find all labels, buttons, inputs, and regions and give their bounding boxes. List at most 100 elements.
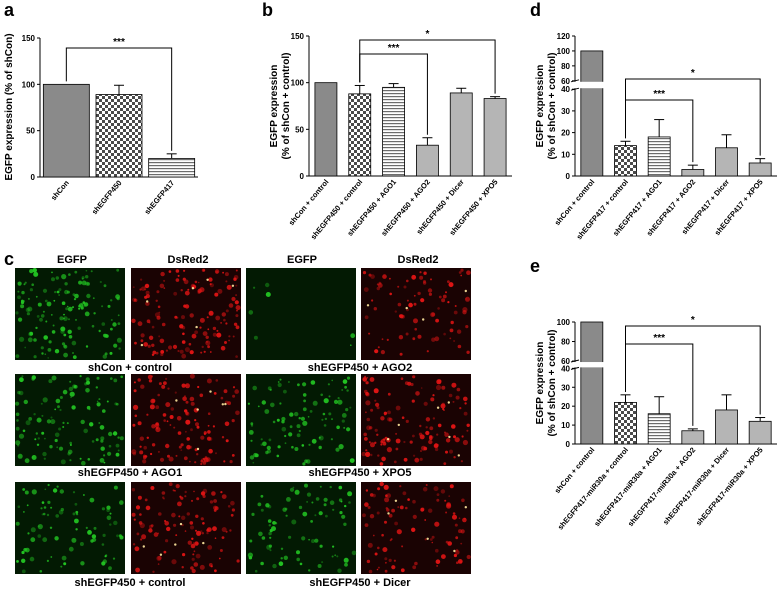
cell-spot (308, 443, 311, 446)
cell-spot (132, 543, 136, 546)
cell-spot (79, 542, 84, 546)
cell-spot (221, 527, 227, 533)
cell-spot (341, 389, 344, 391)
cell-spot (364, 315, 369, 320)
cell-spot (61, 274, 67, 280)
cell-spot (448, 495, 451, 497)
cell-spot (220, 396, 224, 400)
cell-spot (424, 519, 427, 521)
y-tick-label-a: 100 (22, 80, 36, 89)
cell-spot (463, 517, 466, 520)
cell-spot (405, 419, 409, 423)
cell-spot (51, 271, 53, 274)
cell-spot (266, 544, 272, 550)
cell-spot (200, 517, 204, 521)
cell-spot (199, 317, 205, 323)
cell-spot (383, 411, 388, 415)
bar-b-5 (483, 98, 507, 177)
cell-spot (208, 448, 213, 454)
cell-spot (103, 454, 106, 457)
cell-spot (411, 527, 416, 532)
cell-spot (403, 440, 406, 444)
cell-spot (59, 408, 62, 412)
y-axis-label-b: EGFP expression (269, 65, 280, 148)
cell-spot (207, 412, 211, 416)
cell-spot (218, 557, 221, 560)
panel-label-b: b (262, 0, 273, 20)
cell-spot (171, 559, 177, 565)
cell-spot (81, 460, 86, 466)
cell-spot (186, 512, 190, 516)
x-tick-label-e-5: shEGFP417-miR30a + XPO5 (694, 446, 765, 528)
cell-spot (320, 393, 324, 397)
cell-spot (203, 350, 206, 353)
cell-spot (372, 534, 375, 537)
cell-spot (412, 499, 416, 504)
cell-spot (307, 416, 310, 418)
cell-spot (234, 389, 239, 394)
cell-spot (106, 400, 109, 403)
cell-spot (15, 440, 21, 446)
cell-spot (234, 300, 239, 305)
cell-spot (134, 546, 140, 552)
cell-spot (103, 461, 106, 464)
cell-spot (420, 507, 425, 512)
cell-spot (228, 339, 231, 342)
cell-spot-bright (453, 549, 456, 553)
cell-spot (75, 318, 77, 321)
cell-spot (225, 322, 228, 325)
y-tick-label-e: 100 (557, 318, 571, 327)
y-tick-label-a: 150 (22, 34, 36, 43)
cell-spot (431, 535, 435, 539)
cell-spot (386, 417, 392, 422)
cell-spot (119, 535, 124, 540)
cell-spot (131, 449, 137, 455)
cell-spot-bright (436, 406, 440, 409)
cell-spot (368, 332, 371, 335)
cell-spot (16, 560, 19, 563)
cell-spot (119, 500, 124, 505)
cell-spot (447, 280, 450, 283)
cell-spot (451, 382, 457, 388)
cell-spot-bright (224, 402, 227, 406)
cell-spot (119, 436, 124, 441)
cell-spot (39, 570, 43, 573)
cell-spot (268, 524, 271, 527)
cell-spot (272, 521, 276, 525)
cell-spot (308, 569, 311, 572)
cell-spot (401, 545, 404, 548)
cell-spot (118, 347, 121, 350)
cell-spot (419, 457, 423, 461)
cell-spot (220, 345, 226, 351)
cell-spot (186, 444, 191, 450)
cell-spot (285, 514, 288, 517)
cell-spot (81, 280, 87, 286)
cell-spot (81, 302, 87, 308)
cell-spot (266, 445, 271, 450)
cell-spot (170, 407, 174, 411)
cell-spot (235, 314, 239, 318)
cell-spot (194, 461, 197, 464)
panel-label-e: e (530, 256, 540, 276)
cell-spot (435, 548, 439, 553)
y-tick-label-e: 0 (566, 440, 571, 449)
micrograph-dsred2-1-1 (131, 373, 241, 466)
cell-spot (21, 375, 24, 378)
cell-spot (341, 514, 346, 519)
cell-spot (58, 446, 64, 451)
cell-spot (59, 489, 64, 494)
cell-spot (67, 452, 71, 456)
cell-spot (399, 485, 402, 488)
cell-spot (368, 441, 371, 444)
cell-spot (102, 409, 106, 413)
cell-spot (163, 550, 167, 554)
cell-spot (306, 492, 312, 497)
cell-spot (157, 450, 160, 453)
cell-spot-bright (231, 284, 235, 287)
cell-spot (247, 552, 253, 558)
cell-spot (298, 429, 301, 433)
cell-spot (235, 294, 238, 297)
cell-spot (456, 561, 459, 564)
cell-spot (140, 538, 143, 541)
